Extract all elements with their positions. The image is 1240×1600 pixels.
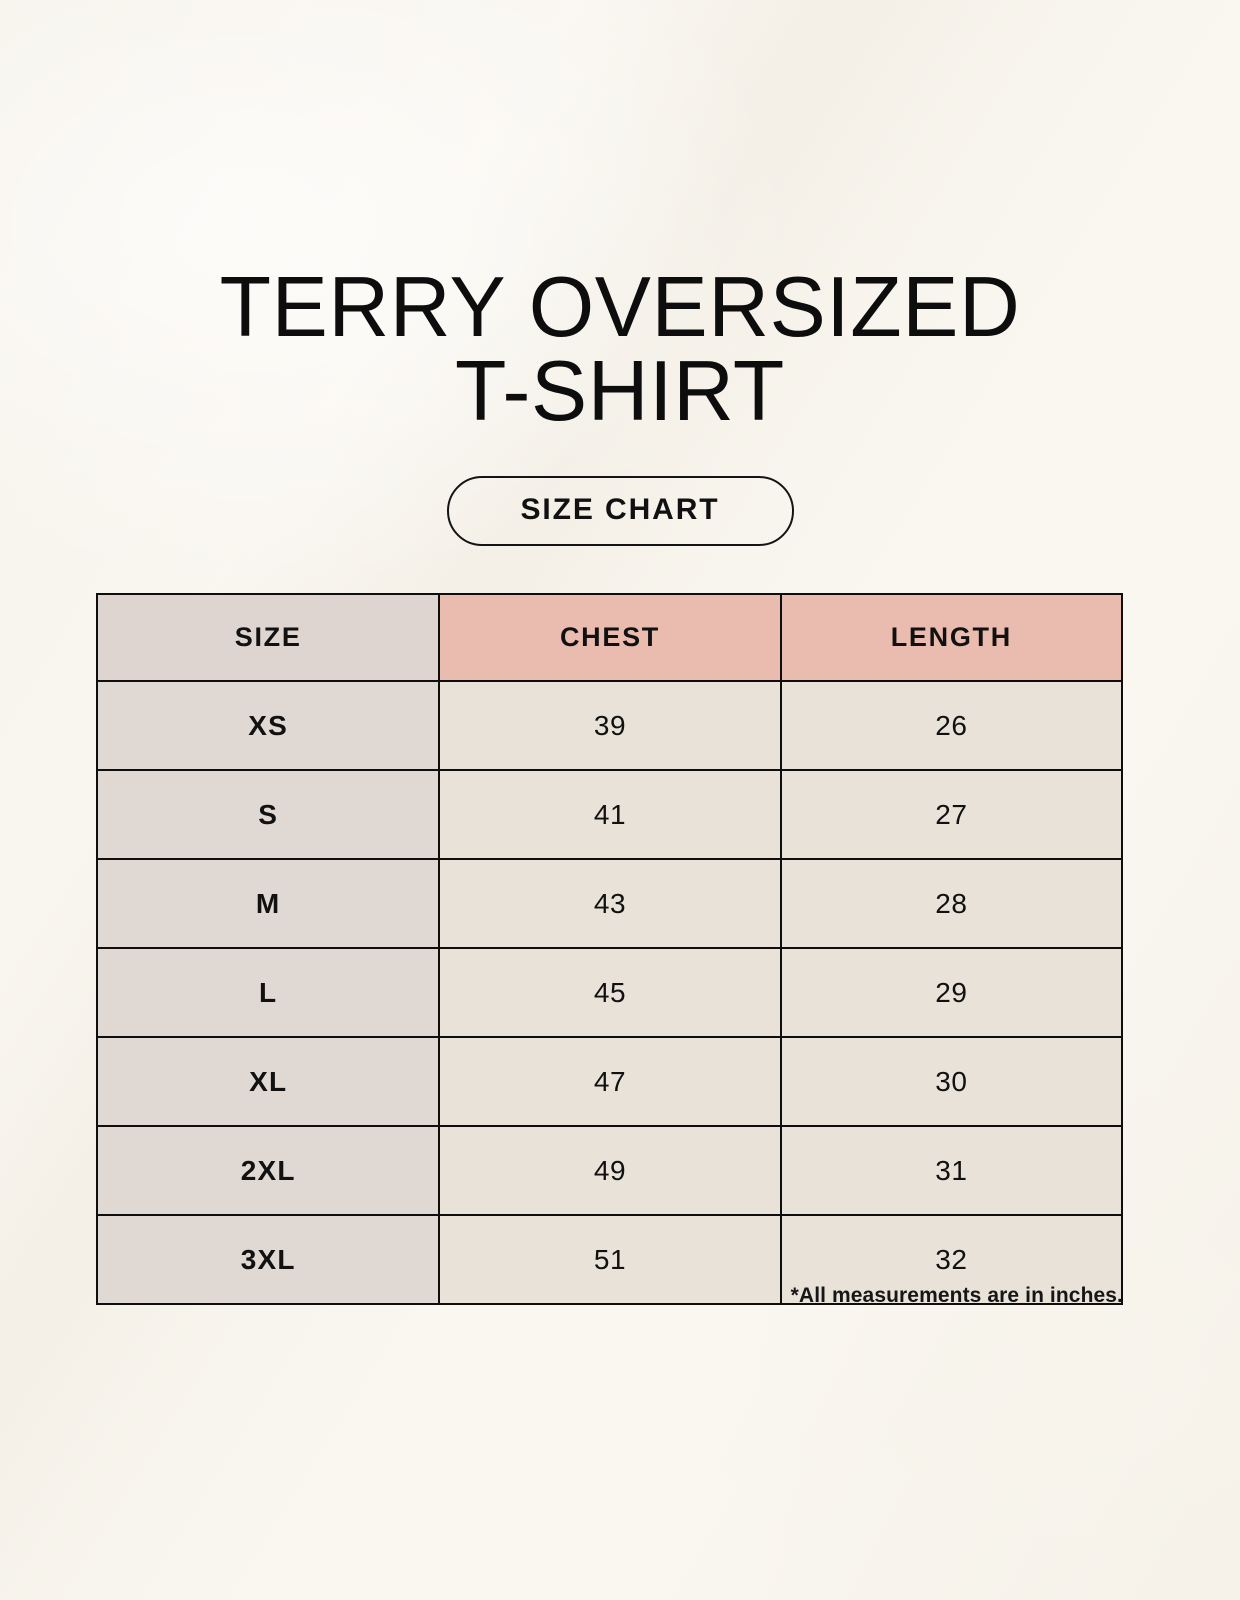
size-chart-badge-wrap: SIZE CHART xyxy=(0,476,1240,546)
size-chart-table-wrap: SIZE CHEST LENGTH XS 39 26 S 41 27 M xyxy=(95,593,1124,1305)
cell-size: 3XL xyxy=(95,1214,441,1305)
cell-length: 32 xyxy=(779,1214,1124,1305)
cell-size: 2XL xyxy=(95,1125,441,1216)
cell-chest: 51 xyxy=(438,1214,782,1305)
size-chart-badge: SIZE CHART xyxy=(446,476,794,546)
table-row: XL 47 30 xyxy=(95,1036,1124,1127)
product-title-line-2: T-SHIRT xyxy=(455,344,785,439)
cell-length: 26 xyxy=(779,680,1124,771)
table-row: 2XL 49 31 xyxy=(95,1125,1124,1216)
column-header-size: SIZE xyxy=(95,593,441,682)
cell-chest: 47 xyxy=(438,1036,782,1127)
table-header-row: SIZE CHEST LENGTH xyxy=(95,593,1124,682)
table-row: M 43 28 xyxy=(95,858,1124,949)
cell-length: 30 xyxy=(779,1036,1124,1127)
cell-length: 29 xyxy=(779,947,1124,1038)
cell-chest: 49 xyxy=(438,1125,782,1216)
cell-chest: 45 xyxy=(438,947,782,1038)
product-title-line-1: TERRY OVERSIZED xyxy=(219,260,1021,355)
column-header-length: LENGTH xyxy=(779,593,1124,682)
cell-size: L xyxy=(95,947,441,1038)
page-title: TERRY OVERSIZED T-SHIRT xyxy=(0,260,1240,439)
table-row: 3XL 51 32 xyxy=(95,1214,1124,1305)
cell-size: S xyxy=(95,769,441,860)
cell-chest: 39 xyxy=(438,680,782,771)
column-header-chest: CHEST xyxy=(438,593,782,682)
cell-length: 28 xyxy=(779,858,1124,949)
measurement-units-note: *All measurements are in inches. xyxy=(790,1284,1123,1307)
cell-chest: 43 xyxy=(438,858,782,949)
cell-size: M xyxy=(95,858,441,949)
table-row: XS 39 26 xyxy=(95,680,1124,771)
cell-length: 31 xyxy=(779,1125,1124,1216)
table-header: SIZE CHEST LENGTH xyxy=(95,593,1124,682)
cell-length: 27 xyxy=(779,769,1124,860)
cell-size: XL xyxy=(95,1036,441,1127)
cell-chest: 41 xyxy=(438,769,782,860)
table-row: S 41 27 xyxy=(95,769,1124,860)
size-chart-table: SIZE CHEST LENGTH XS 39 26 S 41 27 M xyxy=(95,593,1124,1305)
table-body: XS 39 26 S 41 27 M 43 28 L 45 29 xyxy=(95,680,1124,1305)
table-row: L 45 29 xyxy=(95,947,1124,1038)
cell-size: XS xyxy=(95,680,441,771)
